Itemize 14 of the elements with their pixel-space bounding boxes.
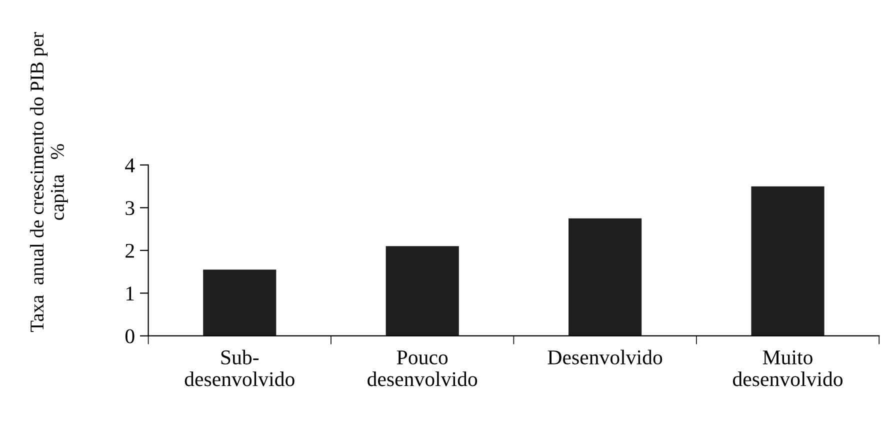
x-tick-label: Desenvolvido <box>548 350 662 364</box>
y-tick-label: 0 <box>125 329 134 344</box>
bar <box>386 246 459 336</box>
bar <box>751 186 824 336</box>
bar <box>568 218 642 336</box>
y-tick-label: 1 <box>126 286 134 300</box>
x-tick-label: Sub- desenvolvido <box>184 350 294 386</box>
x-tick-label: Pouco desenvolvido <box>368 350 478 386</box>
bar <box>203 270 276 336</box>
y-tick-label: 4 <box>125 158 135 172</box>
y-axis-title: Taxa anual de crescimento do PIB per capita % <box>30 32 68 332</box>
x-tick-label: Muito desenvolvido <box>732 350 843 386</box>
y-tick-label: 2 <box>126 244 134 258</box>
y-tick-label: 3 <box>126 201 134 216</box>
